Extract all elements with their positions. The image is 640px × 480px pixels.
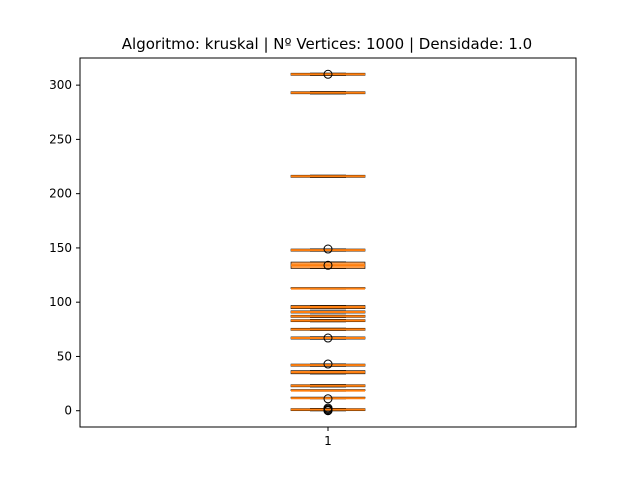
outlier-point-5 [323, 359, 333, 369]
x-axis: 1 [324, 427, 332, 448]
y-tick-label-1: 50 [57, 349, 72, 363]
y-axis: 0 50 100 150 200 250 300 [49, 78, 80, 418]
box-4 [290, 370, 366, 375]
box-14 [290, 248, 366, 252]
x-tick-label-0: 1 [324, 434, 332, 448]
box-12 [290, 287, 366, 290]
y-tick-label-2: 100 [49, 295, 72, 309]
y-tick-label-0: 0 [64, 404, 72, 418]
box-8 [290, 319, 366, 323]
chart-title: Algoritmo: kruskal | Nº Vertices: 1000 |… [122, 35, 532, 53]
box-0 [290, 408, 366, 412]
box-2 [290, 389, 366, 392]
box-17 [290, 72, 366, 76]
box-3 [290, 384, 366, 388]
outlier-point-9 [323, 69, 333, 79]
box-6 [290, 336, 366, 340]
box-11 [290, 304, 366, 310]
box-7 [290, 327, 366, 331]
outlier-point-6 [323, 333, 333, 343]
box-13 [290, 261, 366, 270]
y-tick-label-3: 150 [49, 241, 72, 255]
y-tick-label-5: 250 [49, 132, 72, 146]
plot-area [290, 69, 366, 416]
box-9 [290, 314, 366, 318]
box-10 [290, 310, 366, 314]
outlier-point-7 [323, 260, 333, 270]
y-tick-label-6: 300 [49, 78, 72, 92]
plot-frame [79, 57, 577, 428]
box-1 [290, 396, 366, 400]
y-tick-label-4: 200 [49, 187, 72, 201]
outlier-point-8 [323, 244, 333, 254]
outlier-point-3 [323, 403, 333, 413]
box-5 [290, 363, 366, 367]
box-15 [290, 174, 366, 178]
outlier-point-4 [323, 394, 333, 404]
box-16 [290, 91, 366, 95]
